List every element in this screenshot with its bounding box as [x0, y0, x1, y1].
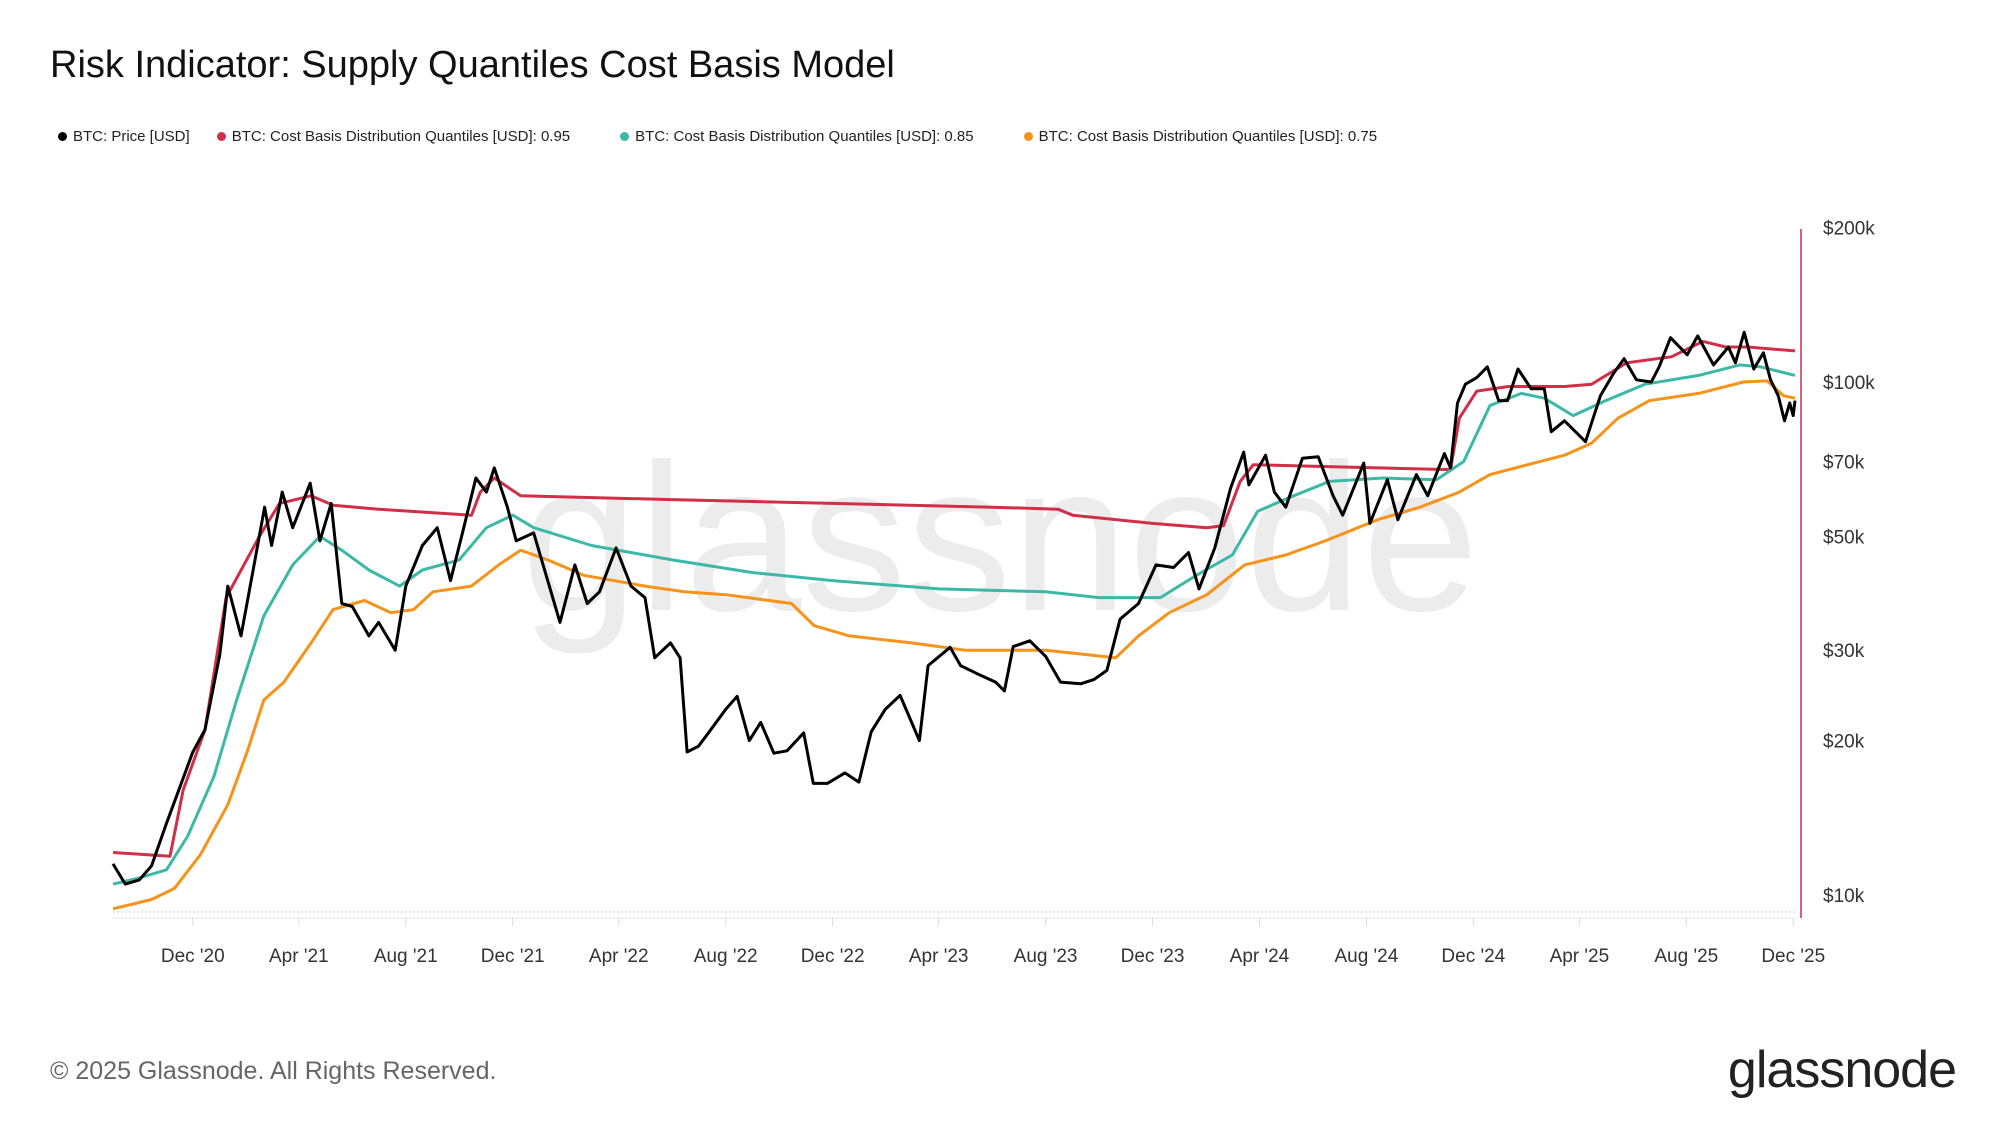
x-tick-label: Aug '24: [1334, 946, 1398, 967]
legend-label: BTC: Cost Basis Distribution Quantiles […: [635, 128, 974, 145]
legend-dot: [58, 132, 67, 141]
chart-legend: BTC: Price [USD] BTC: Cost Basis Distrib…: [58, 128, 1404, 145]
legend-item-price[interactable]: BTC: Price [USD]: [58, 128, 190, 145]
legend-item-q85[interactable]: BTC: Cost Basis Distribution Quantiles […: [620, 128, 974, 145]
x-tick-label: Dec '24: [1441, 946, 1505, 967]
x-tick-label: Apr '25: [1550, 946, 1610, 967]
y-tick-label: $30k: [1823, 641, 1865, 662]
y-tick-label: $10k: [1823, 886, 1865, 907]
x-tick-label: Dec '25: [1761, 946, 1825, 967]
legend-dot: [216, 132, 226, 141]
x-tick-label: Apr '21: [269, 946, 329, 967]
x-tick-label: Apr '24: [1230, 946, 1290, 967]
legend-item-q75[interactable]: BTC: Cost Basis Distribution Quantiles […: [1023, 128, 1378, 145]
legend-label: BTC: Cost Basis Distribution Quantiles […: [231, 128, 571, 145]
copyright: © 2025 Glassnode. All Rights Reserved.: [50, 1057, 497, 1085]
glassnode-logo: glassnode: [1727, 1041, 1957, 1099]
legend-dot: [620, 132, 630, 141]
legend-label: BTC: Price [USD]: [73, 128, 190, 145]
y-tick-label: $100k: [1823, 373, 1875, 394]
x-tick-label: Dec '23: [1121, 946, 1185, 967]
legend-dot: [1023, 132, 1033, 141]
x-tick-label: Dec '22: [801, 946, 865, 967]
series-line-3: [112, 379, 1796, 911]
legend-label: BTC: Cost Basis Distribution Quantiles […: [1038, 128, 1378, 145]
legend-item-q95[interactable]: BTC: Cost Basis Distribution Quantiles […: [216, 128, 571, 145]
x-tick-label: Dec '20: [161, 946, 225, 967]
y-tick-label: $20k: [1823, 732, 1865, 753]
x-tick-label: Aug '22: [694, 946, 758, 967]
x-tick-label: Aug '23: [1014, 946, 1078, 967]
x-tick-label: Apr '22: [589, 946, 649, 967]
y-tick-label: $200k: [1823, 219, 1875, 240]
x-tick-label: Aug '21: [374, 946, 438, 967]
y-tick-label: $50k: [1823, 527, 1865, 548]
y-tick-label: $70k: [1823, 452, 1865, 473]
series-line-2: [112, 363, 1796, 886]
x-tick-label: Dec '21: [481, 946, 545, 967]
page-title: Risk Indicator: Supply Quantiles Cost Ba…: [50, 44, 895, 86]
series-line-0: [111, 330, 1797, 886]
x-tick-label: Apr '23: [909, 946, 969, 967]
x-tick-label: Aug '25: [1654, 946, 1718, 967]
